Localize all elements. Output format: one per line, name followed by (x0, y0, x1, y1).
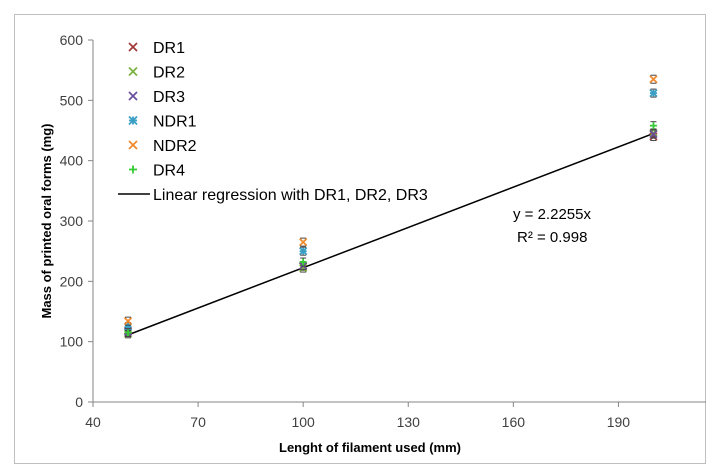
legend-marker-dr2 (128, 66, 138, 77)
legend-marker-dr4 (129, 165, 137, 174)
legend-label-regression: Linear regression with DR1, DR2, DR3 (153, 187, 428, 204)
legend-label-dr4: DR4 (153, 163, 185, 180)
x-tick-label: 40 (85, 414, 101, 430)
y-tick-label: 0 (75, 394, 83, 410)
x-axis-title: Lenght of filament used (mm) (279, 440, 461, 455)
legend-marker-dr3 (128, 91, 138, 101)
legend-label-dr1: DR1 (153, 40, 185, 57)
data-point-dr4 (124, 329, 132, 337)
y-axis-title: Mass of printed oral forms (mg) (39, 123, 54, 318)
x-tick-label: 160 (502, 414, 526, 430)
y-tick-label: 400 (60, 153, 84, 169)
y-tick-label: 100 (60, 334, 84, 350)
legend-label-dr2: DR2 (153, 65, 185, 82)
legend-label-dr3: DR3 (153, 89, 185, 106)
legend-marker-ndr2 (128, 140, 138, 150)
data-point-dr3 (649, 129, 658, 139)
x-tick-label: 130 (397, 414, 421, 430)
data-point-ndr1 (649, 88, 658, 98)
regression-equation: y = 2.2255x (513, 206, 591, 223)
legend-marker-ndr1 (128, 115, 138, 126)
x-tick-label: 190 (607, 414, 631, 430)
data-point-ndr2 (123, 317, 133, 326)
legend-label-ndr2: NDR2 (153, 138, 197, 155)
legend-marker-dr1 (128, 42, 138, 52)
y-tick-label: 200 (60, 273, 84, 289)
data-point-ndr2 (649, 75, 658, 84)
y-tick-label: 300 (60, 213, 84, 229)
x-tick-label: 70 (190, 414, 206, 430)
chart-frame (14, 14, 706, 464)
regression-r2: R² = 0.998 (517, 229, 587, 246)
data-point-dr4 (649, 122, 657, 130)
y-tick-label: 600 (60, 32, 84, 48)
legend-label-ndr1: NDR1 (153, 114, 197, 131)
regression-line (127, 132, 654, 336)
x-tick-label: 100 (291, 414, 315, 430)
data-point-ndr1 (299, 247, 308, 256)
data-point-ndr2 (299, 237, 308, 247)
y-tick-label: 500 (60, 92, 84, 108)
data-point-dr4 (299, 258, 307, 266)
